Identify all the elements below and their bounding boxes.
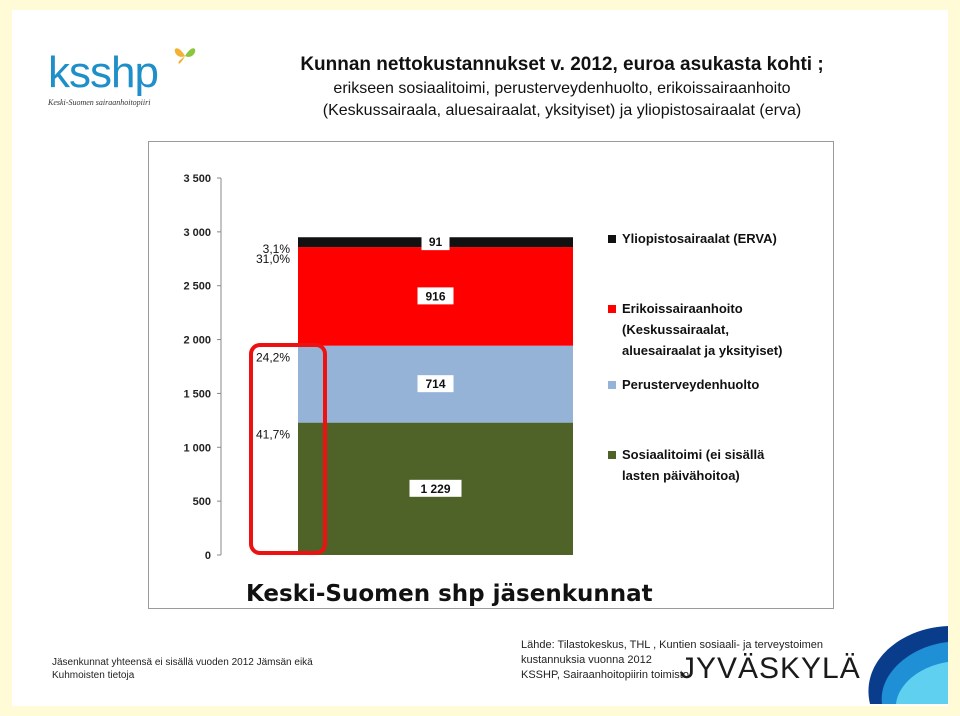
legend-label: lasten päivähoitoa) bbox=[622, 468, 740, 483]
value-label: 916 bbox=[425, 289, 445, 303]
source-line-1: Lähde: Tilastokeskus, THL , Kuntien sosi… bbox=[521, 639, 824, 651]
legend-label: Erikoissairaanhoito bbox=[622, 301, 743, 316]
percent-label: 3,1% bbox=[263, 242, 291, 256]
source-note: Lähde: Tilastokeskus, THL , Kuntien sosi… bbox=[521, 638, 921, 683]
y-tick-label: 1 500 bbox=[183, 388, 211, 400]
y-tick-label: 2 500 bbox=[183, 281, 211, 293]
subtitle-line-2: (Keskussairaala, aluesairaalat, yksityis… bbox=[322, 102, 802, 119]
value-label-box bbox=[417, 287, 454, 305]
logo-subtitle: Keski-Suomen sairaanhoitopiiri bbox=[48, 98, 151, 107]
logo-text: ksshp bbox=[48, 48, 159, 97]
y-tick-label: 500 bbox=[193, 496, 211, 508]
footnote-line-2: Kuhmoisten tietoja bbox=[52, 670, 135, 681]
stacked-bar-chart: 0 500 1 000 1 500 2 000 2 500 3 000 3 500 1 229 4… bbox=[183, 173, 782, 607]
legend-swatch bbox=[608, 305, 616, 313]
legend-label: (Keskussairaalat, bbox=[622, 322, 729, 337]
percent-label: 24,2% bbox=[256, 351, 290, 365]
source-line-3: KSSHP, Sairaanhoitopiirin toimisto bbox=[521, 669, 689, 681]
y-tick-label: 3 500 bbox=[183, 173, 211, 185]
legend-label: Perusterveydenhuolto bbox=[622, 377, 759, 392]
ksshp-logo: ksshp Keski-Suomen sairaanhoitopiiri bbox=[48, 42, 198, 122]
jyvaskyla-swoosh-icon bbox=[868, 626, 948, 704]
value-label: 1 229 bbox=[420, 482, 450, 496]
legend-swatch bbox=[608, 451, 616, 459]
highlight-rectangle bbox=[249, 343, 327, 555]
page-subtitle: erikseen sosiaalitoimi, perusterveydenhu… bbox=[212, 78, 912, 122]
legend-label: Sosiaalitoimi (ei sisällä bbox=[622, 447, 765, 462]
value-label-box bbox=[409, 479, 462, 497]
subtitle-line-1: erikseen sosiaalitoimi, perusterveydenhu… bbox=[333, 80, 791, 97]
page-title: Kunnan nettokustannukset v. 2012, euroa … bbox=[300, 54, 824, 75]
y-tick-label: 0 bbox=[205, 550, 211, 562]
chart-frame: 0 500 1 000 1 500 2 000 2 500 3 000 3 500 1 229 4… bbox=[148, 141, 834, 609]
butterfly-icon bbox=[174, 48, 196, 64]
y-tick-label: 1 000 bbox=[183, 442, 211, 454]
value-label: 91 bbox=[429, 235, 443, 249]
footnote: Jäsenkunnat yhteensä ei sisällä vuoden 2… bbox=[52, 656, 382, 682]
percent-label: 41,7% bbox=[256, 428, 290, 442]
source-line-2: kustannuksia vuonna 2012 bbox=[521, 654, 652, 666]
y-tick-label: 2 000 bbox=[183, 335, 211, 347]
city-logo-text: JYVÄSKYLÄ bbox=[680, 652, 861, 685]
legend-label: aluesairaalat ja yksityiset) bbox=[622, 343, 782, 358]
y-tick-label: 3 000 bbox=[183, 227, 211, 239]
footnote-line-1: Jäsenkunnat yhteensä ei sisällä vuoden 2… bbox=[52, 657, 313, 668]
legend-swatch bbox=[608, 381, 616, 389]
category-label: Keski-Suomen shp jäsenkunnat bbox=[246, 581, 653, 607]
value-label-box bbox=[417, 375, 454, 393]
jyvaskyla-logo: JYVÄSKYLÄ bbox=[680, 622, 948, 704]
slide: ksshp Keski-Suomen sairaanhoitopiiri Kun… bbox=[12, 10, 948, 706]
percent-label: 31,0% bbox=[256, 252, 290, 266]
legend-label: Yliopistosairaalat (ERVA) bbox=[622, 231, 777, 246]
legend-swatch bbox=[608, 235, 616, 243]
value-label-box bbox=[421, 233, 450, 251]
value-label: 714 bbox=[425, 377, 445, 391]
